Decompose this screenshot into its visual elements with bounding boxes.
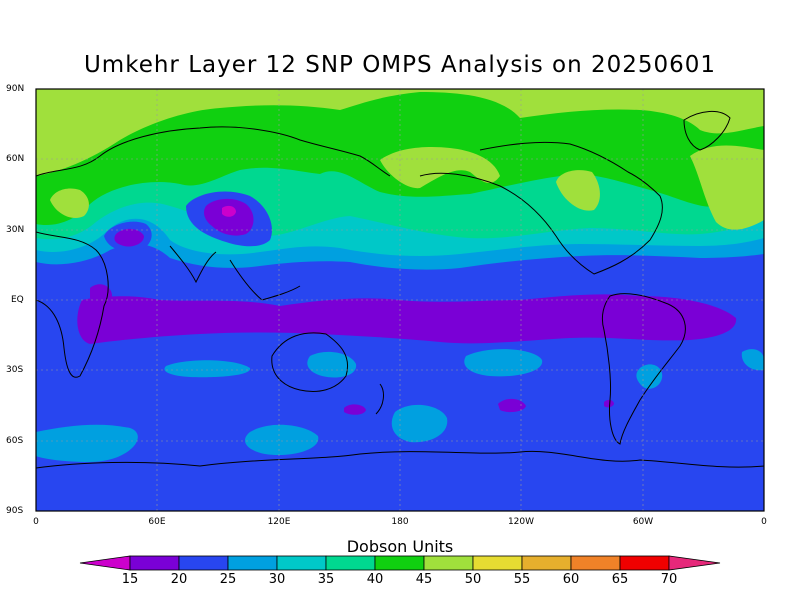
colorbar-cell — [374, 555, 425, 571]
colorbar-cell — [129, 555, 180, 571]
lon-label: 60E — [148, 517, 166, 527]
graticule — [36, 89, 764, 511]
colorbar-label: 25 — [219, 572, 237, 587]
colorbar-title: Dobson Units — [346, 537, 454, 556]
field-15-20-asia — [204, 198, 254, 236]
colorbar-cell — [570, 555, 621, 571]
lat-label: 90N — [6, 84, 25, 94]
lat-label: 30S — [6, 365, 24, 375]
lon-label: 180 — [391, 517, 409, 527]
coastlines — [36, 111, 731, 445]
colorbar-cell — [521, 555, 572, 571]
field-45-50 — [36, 89, 764, 176]
lon-label: 0 — [33, 517, 39, 527]
lon-label: 0 — [761, 517, 767, 527]
colorbar-cell — [325, 555, 376, 571]
colorbar-label: 45 — [415, 572, 433, 587]
map-title: Umkehr Layer 12 SNP OMPS Analysis on 202… — [83, 52, 717, 78]
lat-label: 60N — [6, 154, 25, 164]
lat-label: EQ — [11, 295, 24, 305]
colorbar-label: 30 — [268, 572, 286, 587]
colorbar-label: 20 — [170, 572, 188, 587]
colorbar-cell — [227, 555, 278, 571]
field-25-30-south — [36, 424, 138, 462]
colorbar-label: 15 — [121, 572, 139, 587]
colorbar-label: 40 — [366, 572, 384, 587]
colorbar-label: 55 — [513, 572, 531, 587]
colorbar-cell — [668, 555, 721, 571]
colorbar-label: 70 — [660, 572, 678, 587]
map-frame — [35, 88, 765, 512]
colorbar-cell — [472, 555, 523, 571]
lat-label: 30N — [6, 225, 25, 235]
colorbar-cell — [178, 555, 229, 571]
colorbar-cell — [276, 555, 327, 571]
field-15-20-tropics — [77, 294, 737, 344]
colorbar — [79, 555, 721, 571]
colorbar-label: 35 — [317, 572, 335, 587]
colorbar-cell — [619, 555, 670, 571]
colorbar-label: 50 — [464, 572, 482, 587]
lon-label: 60W — [632, 517, 654, 527]
colorbar-cell — [79, 555, 131, 571]
colorbar-cell — [423, 555, 474, 571]
lat-label: 60S — [6, 436, 24, 446]
colorbar-label: 65 — [611, 572, 629, 587]
colorbar-label: 60 — [562, 572, 580, 587]
lat-label: 90S — [6, 506, 24, 516]
lon-label: 120W — [507, 517, 535, 527]
lon-label: 120E — [267, 517, 291, 527]
